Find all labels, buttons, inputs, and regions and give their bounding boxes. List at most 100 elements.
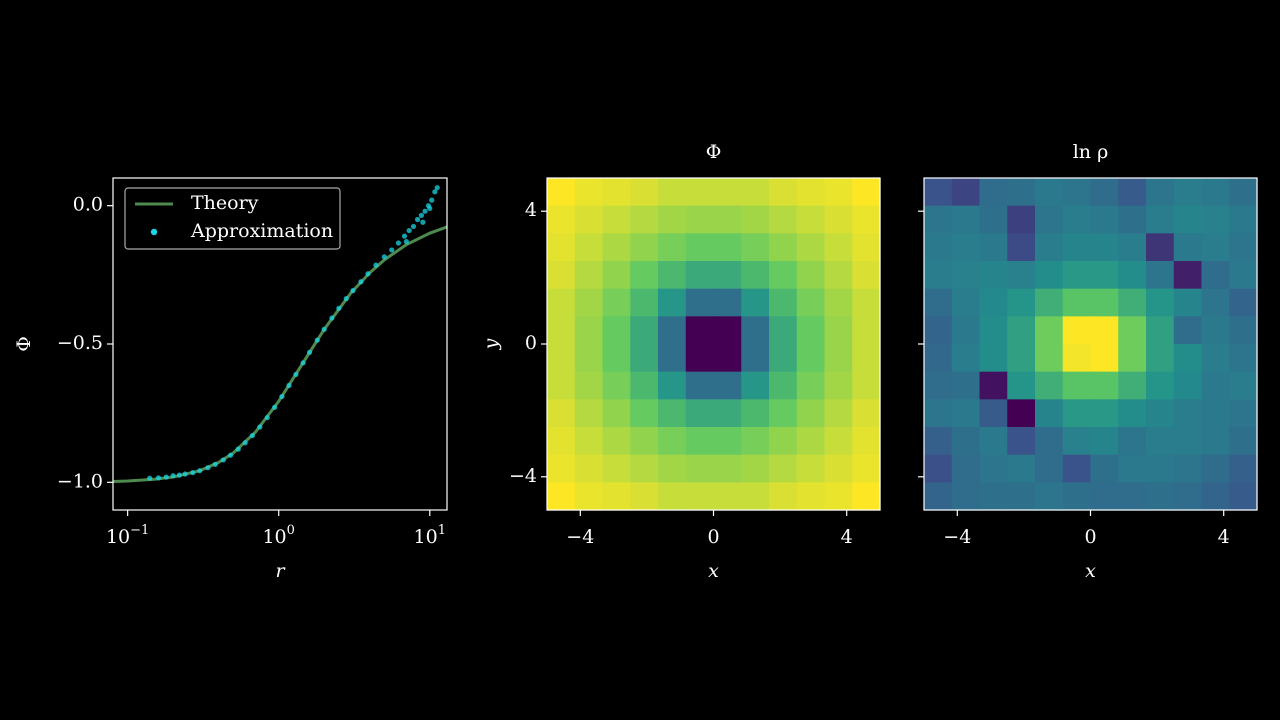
heatmap-cell — [1090, 399, 1119, 428]
heatmap-cell — [824, 205, 853, 234]
heatmap-cell — [824, 344, 853, 373]
heatmap-cell — [602, 205, 631, 234]
heatmap-cell — [979, 233, 1008, 262]
heatmap-cell — [574, 233, 604, 262]
heatmap-cell — [769, 288, 798, 317]
heatmap-cell — [1173, 371, 1203, 400]
heatmap-cell — [1062, 178, 1092, 207]
x-tick-label: 0 — [707, 526, 719, 548]
heatmap-cell — [796, 344, 826, 373]
scatter-point — [343, 296, 349, 302]
heatmap-cell — [1035, 288, 1064, 317]
scatter-point — [257, 424, 263, 430]
heatmap-cell — [1035, 316, 1064, 345]
y-axis-label: y — [480, 338, 502, 350]
heatmap-cell — [713, 482, 742, 511]
heatmap-cell — [658, 371, 687, 400]
scatter-point — [300, 360, 306, 366]
heatmap-cell — [1201, 205, 1230, 234]
heatmap-cell — [769, 427, 798, 456]
heatmap-cell — [1007, 454, 1036, 483]
heatmap-cell — [658, 316, 687, 345]
heatmap-cell — [713, 454, 742, 483]
heatmap-cell — [924, 427, 953, 456]
scatter-point — [350, 288, 356, 294]
heatmap-cell — [630, 316, 659, 345]
heatmap-cell — [1007, 344, 1036, 373]
heatmap-cell — [1062, 399, 1092, 428]
heatmap-cell — [658, 454, 687, 483]
heatmap-cell — [769, 344, 798, 373]
heatmap-cell — [979, 454, 1008, 483]
heatmap-cell — [574, 261, 604, 290]
heatmap-cell — [1173, 399, 1203, 428]
heatmap-cell — [1090, 344, 1119, 373]
heatmap-cell — [1201, 316, 1230, 345]
heatmap-cell — [796, 205, 826, 234]
heatmap-cell — [1007, 482, 1036, 511]
heatmap-cell — [951, 344, 981, 373]
heatmap-cell — [1146, 482, 1175, 511]
heatmap-cell — [796, 288, 826, 317]
heatmap-cell — [852, 344, 881, 373]
heatmap-cell — [1201, 371, 1230, 400]
heatmap-cell — [547, 205, 576, 234]
heatmap-cell — [796, 178, 826, 207]
heatmap-cell — [1007, 371, 1036, 400]
heatmap-cell — [979, 427, 1008, 456]
heatmap-cell — [1146, 288, 1175, 317]
heatmap-cell — [796, 233, 826, 262]
heatmap-cell — [713, 316, 742, 345]
heatmap-cell — [685, 399, 715, 428]
heatmap-cell — [741, 399, 770, 428]
legend-label: Theory — [191, 192, 259, 214]
heatmap-cell — [602, 344, 631, 373]
heatmap-cell — [852, 233, 881, 262]
heatmap-cell — [574, 178, 604, 207]
scatter-point — [434, 185, 440, 191]
heatmap-cell — [924, 288, 953, 317]
heatmap-cell — [741, 261, 770, 290]
heatmap-cell — [713, 427, 742, 456]
heatmap-cell — [1035, 399, 1064, 428]
heatmap-cell — [658, 261, 687, 290]
heatmap-cell — [1035, 344, 1064, 373]
heatmap-cell — [1035, 371, 1064, 400]
heatmap-cell — [630, 261, 659, 290]
heatmap-cell — [1173, 454, 1203, 483]
heatmap-cell — [1007, 316, 1036, 345]
scatter-point — [406, 227, 412, 234]
heatmap-cell — [824, 427, 853, 456]
heatmap-cell — [924, 205, 953, 234]
heatmap-cell — [713, 288, 742, 317]
heatmap-cell — [1062, 316, 1092, 345]
scatter-point — [427, 205, 433, 212]
heatmap-cell — [574, 399, 604, 428]
heatmap-cell — [1035, 178, 1064, 207]
heatmap-cell — [1035, 482, 1064, 511]
heatmap-cell — [769, 316, 798, 345]
heatmap-cell — [1035, 427, 1064, 456]
heatmap-cell — [1229, 427, 1258, 456]
heatmap-cell — [1090, 427, 1119, 456]
heatmap-cell — [1007, 427, 1036, 456]
heatmap-cell — [685, 233, 715, 262]
scatter-point — [163, 474, 169, 480]
x-tick-label-base: 4 — [1218, 526, 1230, 548]
heatmap-cell — [574, 482, 604, 511]
heatmap-cell — [741, 454, 770, 483]
heatmap-cell — [741, 371, 770, 400]
heatmap-cell — [713, 399, 742, 428]
heatmap-cell — [951, 233, 981, 262]
heatmap-cell — [769, 371, 798, 400]
heatmap-cell — [741, 344, 770, 373]
heatmap-cell — [630, 454, 659, 483]
heatmap-cell — [1007, 261, 1036, 290]
heatmap-cell — [1035, 261, 1064, 290]
y-tick-label: 4 — [525, 199, 537, 221]
heatmap-cell — [574, 288, 604, 317]
heatmap-cell — [574, 205, 604, 234]
scatter-point — [422, 208, 428, 214]
heatmap-cell — [685, 178, 715, 207]
heatmap-cell — [1118, 233, 1147, 262]
